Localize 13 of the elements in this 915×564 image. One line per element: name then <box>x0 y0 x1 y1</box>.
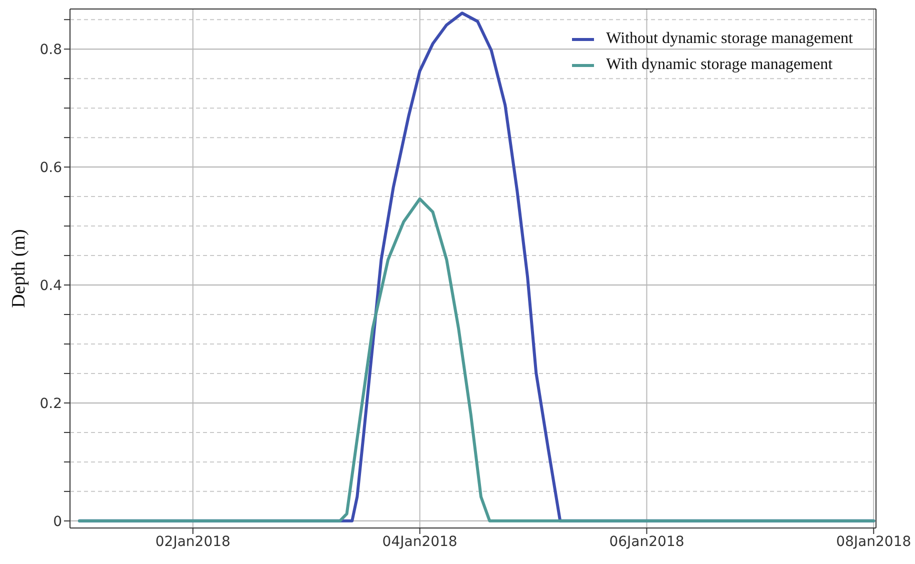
y-axis-title: Depth (m) <box>8 229 30 308</box>
x-tick-label: 04Jan2018 <box>382 534 458 550</box>
y-tick-label: 0 <box>53 514 62 530</box>
line-series <box>78 197 876 522</box>
x-tick-label: 08Jan2018 <box>836 534 912 550</box>
legend-label: Without dynamic storage management <box>606 30 853 48</box>
y-tick-label: 0.2 <box>40 396 62 412</box>
y-tick-label: 0.4 <box>40 278 62 294</box>
y-tick-label: 0.8 <box>40 42 62 58</box>
x-tick-label: 06Jan2018 <box>609 534 684 550</box>
legend-label: With dynamic storage management <box>606 56 833 74</box>
x-tick-label: 02Jan2018 <box>155 534 230 550</box>
y-tick-label: 0.6 <box>40 160 62 176</box>
